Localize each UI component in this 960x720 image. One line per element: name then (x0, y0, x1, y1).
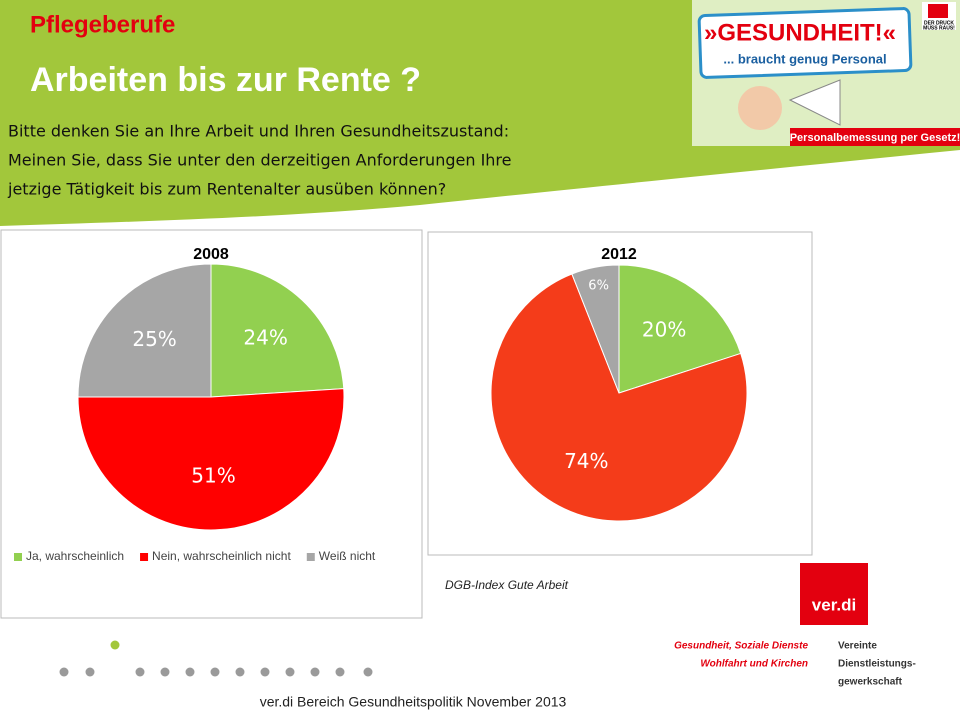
data-label: 51% (191, 463, 235, 487)
pie-slice (210, 263, 345, 398)
legend-label: Ja, wahrscheinlich (26, 549, 124, 563)
data-label: 74% (564, 449, 608, 473)
legend-swatch (140, 553, 149, 561)
source: DGB-Index Gute Arbeit (445, 578, 569, 592)
legend-swatch (14, 553, 22, 561)
verdi-text: Gesundheit, Soziale Dienste (674, 641, 808, 652)
verdi-text: Dienstleistungs- (838, 659, 916, 670)
chart-title: 2008 (193, 246, 229, 263)
verdi-name: ver.di (812, 595, 856, 614)
data-label: 24% (243, 325, 287, 349)
logo-banner: Personalbemessung per Gesetz! (790, 132, 960, 144)
pie-slice (77, 388, 345, 531)
legend-label: Nein, wahrscheinlich nicht (152, 549, 291, 563)
kicker: Pflegeberufe (30, 11, 175, 38)
chart-title: 2012 (601, 246, 637, 263)
logo-badge: DER DRUCK (924, 20, 954, 26)
logo-title: »GESUNDHEIT!« (704, 19, 896, 46)
legend-swatch (306, 553, 315, 561)
pie-slice (77, 263, 212, 398)
legend-label: Weiß nicht (319, 549, 376, 563)
pie-slice (571, 264, 620, 394)
data-label: 25% (132, 327, 176, 351)
title: Arbeiten bis zur Rente ? (30, 61, 421, 99)
logo-badge: MUSS RAUS! (923, 25, 955, 31)
pie-slice (490, 273, 748, 522)
data-label: 6% (588, 279, 609, 294)
question: Meinen Sie, dass Sie unter den derzeitig… (8, 151, 512, 170)
verdi-text: Vereinte (838, 641, 877, 652)
question: jetzige Tätigkeit bis zum Rentenalter au… (7, 180, 446, 199)
data-label: 20% (642, 317, 686, 341)
question: Bitte denken Sie an Ihre Arbeit und Ihre… (8, 122, 509, 141)
pager-dots (59, 640, 373, 677)
campaign-logo: »GESUNDHEIT!« ... braucht genug Personal… (692, 0, 960, 146)
verdi-logo: ver.di Gesundheit, Soziale Dienste Wohlf… (674, 563, 916, 688)
pie-slice (618, 264, 742, 394)
verdi-text: Wohlfahrt und Kirchen (700, 659, 808, 670)
footer: ver.di Bereich Gesundheitspolitik Novemb… (260, 694, 567, 710)
logo-subtitle: ... braucht genug Personal (723, 51, 886, 66)
verdi-text: gewerkschaft (838, 677, 903, 688)
